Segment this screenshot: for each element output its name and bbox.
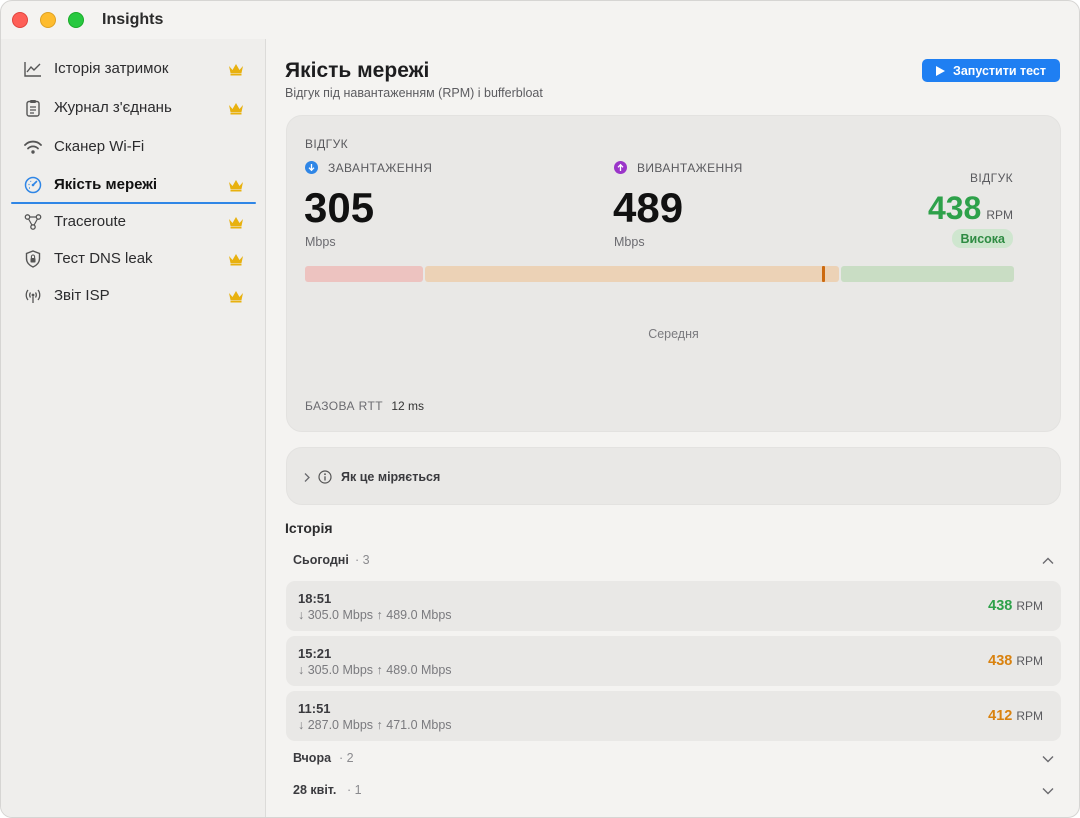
antenna-icon xyxy=(23,287,43,305)
sidebar-item-label: Історія затримок xyxy=(54,60,169,77)
group-count: · 2 xyxy=(339,751,354,765)
clipboard-icon xyxy=(23,99,43,117)
zoom-window-button[interactable] xyxy=(68,12,84,28)
base-rtt-label: БАЗОВА RTT xyxy=(305,399,383,413)
sidebar-item-dns-leak-test[interactable]: Тест DNS leak xyxy=(11,241,256,277)
base-rtt: БАЗОВА RTT 12 ms xyxy=(305,399,424,413)
main-content: Якість мережі Відгук під навантаженням (… xyxy=(267,39,1079,817)
sidebar-item-label: Звіт ISP xyxy=(54,287,110,304)
shield-icon xyxy=(23,250,43,268)
row-rpm-unit: RPM xyxy=(1016,599,1043,613)
row-rpm-value: 438 xyxy=(988,653,1013,669)
crown-icon xyxy=(229,103,243,115)
responsiveness-value: 438 xyxy=(927,190,982,226)
crown-icon xyxy=(229,180,243,192)
app-title: Insights xyxy=(102,11,164,28)
history-row[interactable]: 11:51 ↓ 287.0 Mbps ↑ 471.0 Mbps 412 RPM xyxy=(286,691,1061,741)
chart-line-icon xyxy=(23,60,43,78)
group-label: 28 квіт. xyxy=(293,783,337,797)
title-bar: Insights xyxy=(1,1,1079,39)
crown-icon xyxy=(229,291,243,303)
play-icon xyxy=(936,65,945,76)
sidebar-item-isp-report[interactable]: Звіт ISP xyxy=(11,278,256,314)
row-rpm-unit: RPM xyxy=(1016,654,1043,668)
history-group-april-28[interactable]: 28 квіт. · 1 xyxy=(293,780,1063,802)
base-rtt-value: 12 ms xyxy=(391,399,425,413)
row-speeds: ↓ 305.0 Mbps ↑ 489.0 Mbps xyxy=(298,608,452,622)
sidebar-item-latency-history[interactable]: Історія затримок xyxy=(11,51,256,87)
upload-unit: Mbps xyxy=(614,235,645,249)
row-time: 11:51 xyxy=(298,701,331,716)
row-rpm: 438 RPM xyxy=(988,598,1043,614)
row-rpm-unit: RPM xyxy=(1016,709,1043,723)
scale-medium-segment xyxy=(425,266,839,282)
gauge-icon xyxy=(23,176,43,194)
chevron-down-icon xyxy=(1042,756,1054,763)
sidebar-item-label: Traceroute xyxy=(54,213,126,230)
chevron-down-icon xyxy=(1042,788,1054,795)
history-group-yesterday[interactable]: Вчора · 2 xyxy=(293,748,1063,770)
sidebar: Історія затримок Журнал з'єднань Сканер … xyxy=(1,39,266,817)
scale-high-segment xyxy=(841,266,1014,282)
sidebar-item-label: Сканер Wi-Fi xyxy=(54,138,145,155)
download-unit: Mbps xyxy=(305,235,336,249)
responsiveness-readout: 438 RPM xyxy=(928,190,1013,227)
row-speeds: ↓ 305.0 Mbps ↑ 489.0 Mbps xyxy=(298,663,452,677)
run-test-label: Запустити тест xyxy=(953,63,1046,78)
row-rpm: 438 RPM xyxy=(988,653,1043,669)
sidebar-item-traceroute[interactable]: Traceroute xyxy=(11,204,256,240)
history-row[interactable]: 18:51 ↓ 305.0 Mbps ↑ 489.0 Mbps 438 RPM xyxy=(286,581,1061,631)
section-label: ВІДГУК xyxy=(305,137,348,151)
scale-label: Середня xyxy=(648,327,699,341)
close-window-button[interactable] xyxy=(12,12,28,28)
download-value: 305 xyxy=(304,184,375,231)
arrow-down-icon xyxy=(305,161,318,174)
history-group-today[interactable]: Сьогодні · 3 xyxy=(293,550,1063,572)
route-icon xyxy=(23,213,43,231)
sidebar-item-label: Якість мережі xyxy=(54,176,158,193)
how-measured-disclosure[interactable]: Як це міряється xyxy=(286,447,1061,505)
responsiveness-label: ВІДГУК xyxy=(970,171,1013,185)
upload-value: 489 xyxy=(613,184,684,231)
scale-low-segment xyxy=(305,266,423,282)
sidebar-item-wifi-scanner[interactable]: Сканер Wi-Fi xyxy=(11,129,256,165)
sidebar-item-label: Журнал з'єднань xyxy=(54,99,172,116)
row-rpm-value: 438 xyxy=(988,598,1013,614)
row-speeds: ↓ 287.0 Mbps ↑ 471.0 Mbps xyxy=(298,718,452,732)
sidebar-item-network-quality[interactable]: Якість мережі xyxy=(11,167,256,204)
info-icon xyxy=(318,470,332,484)
group-count: · 1 xyxy=(347,783,362,797)
group-label: Вчора xyxy=(293,751,332,765)
upload-label: ВИВАНТАЖЕННЯ xyxy=(637,161,743,175)
row-time: 18:51 xyxy=(298,591,332,606)
row-rpm: 412 RPM xyxy=(988,708,1043,724)
responsiveness-unit: RPM xyxy=(986,208,1013,222)
quality-badge: Висока xyxy=(952,229,1013,248)
how-measured-label: Як це міряється xyxy=(341,470,441,484)
wifi-icon xyxy=(23,138,43,156)
arrow-up-icon xyxy=(614,161,627,174)
run-test-button[interactable]: Запустити тест xyxy=(922,59,1060,82)
responsiveness-card: ВІДГУК ЗАВАНТАЖЕННЯ 305 Mbps ВИВАНТАЖЕНН… xyxy=(286,115,1061,432)
row-rpm-value: 412 xyxy=(988,708,1013,724)
crown-icon xyxy=(229,254,243,266)
history-row[interactable]: 15:21 ↓ 305.0 Mbps ↑ 489.0 Mbps 438 RPM xyxy=(286,636,1061,686)
page-subtitle: Відгук під навантаженням (RPM) і bufferb… xyxy=(285,86,543,100)
page-title: Якість мережі xyxy=(285,59,430,82)
chevron-up-icon xyxy=(1042,557,1054,564)
row-time: 15:21 xyxy=(298,646,332,661)
crown-icon xyxy=(229,217,243,229)
sidebar-item-label: Тест DNS leak xyxy=(54,250,153,267)
scale-marker xyxy=(821,266,825,282)
download-label: ЗАВАНТАЖЕННЯ xyxy=(328,161,433,175)
minimize-window-button[interactable] xyxy=(40,12,56,28)
sidebar-item-connection-log[interactable]: Журнал з'єднань xyxy=(11,90,256,126)
crown-icon xyxy=(229,64,243,76)
chevron-right-icon xyxy=(304,473,310,482)
history-title: Історія xyxy=(285,520,333,536)
group-label: Сьогодні xyxy=(293,553,349,567)
group-count: · 3 xyxy=(355,553,370,567)
